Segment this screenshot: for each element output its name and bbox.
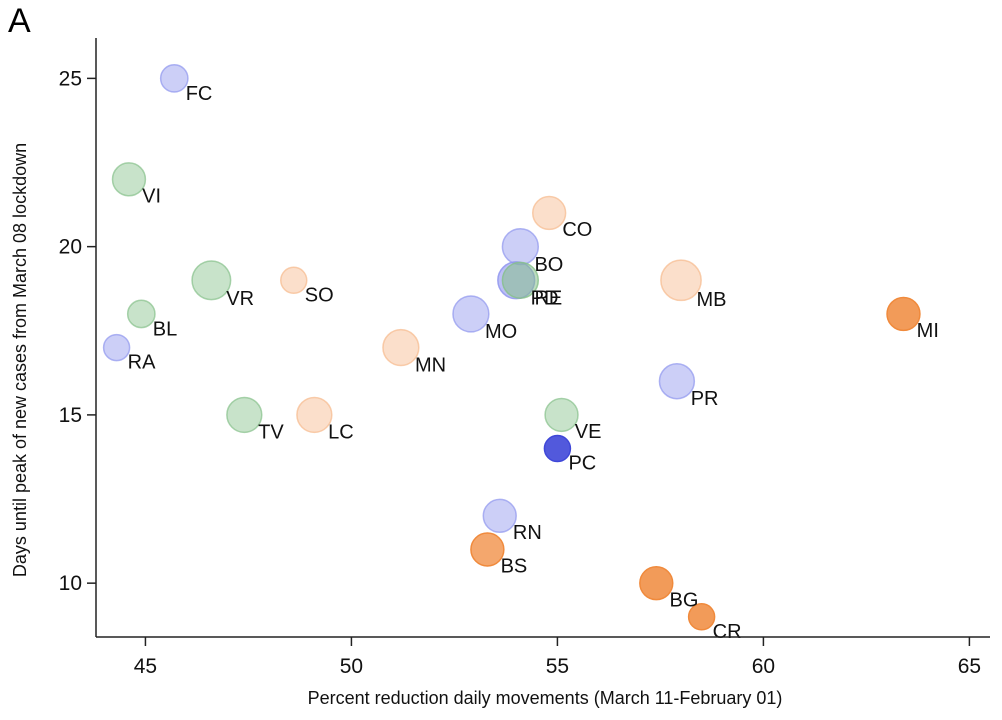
bubble-ve: [544, 397, 579, 433]
x-tick-label: 65: [958, 655, 981, 678]
bubble-label-tv: TV: [258, 422, 284, 444]
bubble-ra: [102, 333, 131, 362]
bubble-label-lc: LC: [328, 422, 354, 444]
x-axis-label: Percent reduction daily movements (March…: [308, 688, 783, 708]
bubble-rn: [482, 498, 517, 534]
y-tick-label: 15: [59, 404, 82, 427]
bubble-label-so: SO: [305, 284, 334, 306]
y-tick-label: 25: [59, 67, 82, 90]
bubble-label-co: CO: [562, 219, 592, 241]
x-tick-label: 50: [340, 655, 363, 678]
bubble-bs: [470, 532, 505, 567]
bubble-label-mb: MB: [697, 289, 727, 311]
bubble-label-bs: BS: [501, 556, 528, 578]
bubble-label-mo: MO: [485, 321, 517, 343]
bubble-label-pr: PR: [691, 388, 719, 410]
bubble-label-cr: CR: [713, 621, 742, 643]
bubble-mn: [382, 328, 420, 367]
bubble-label-mi: MI: [917, 320, 939, 342]
bubble-label-fc: FC: [186, 83, 213, 105]
x-tick-label: 45: [134, 655, 157, 678]
bubble-label-mn: MN: [415, 355, 446, 377]
y-tick-label: 20: [59, 236, 82, 259]
bubble-bl: [126, 299, 156, 329]
bubble-label-vi: VI: [142, 186, 161, 208]
bubble-tv: [226, 396, 263, 434]
bubble-label-ra: RA: [128, 352, 156, 374]
bubble-label-bl: BL: [153, 318, 177, 340]
bubble-mi: [886, 296, 921, 332]
bubble-label-ve: VE: [575, 421, 602, 443]
bubble-mo: [452, 295, 490, 333]
bubble-label-re: RE: [534, 287, 562, 309]
bubble-label-bg: BG: [669, 589, 698, 611]
axes-layer: 45 50 55 60 65 10 15 20 25: [59, 38, 990, 678]
bubble-re: [501, 261, 540, 299]
bubble-so: [280, 266, 308, 295]
bubble-pc: [543, 434, 572, 463]
y-axis-label: Days until peak of new cases from March …: [10, 143, 30, 577]
bubble-bo: [501, 227, 540, 266]
points-layer: [102, 63, 921, 631]
bubble-fc: [159, 63, 189, 93]
bubble-vr: [191, 260, 232, 301]
bubble-co: [531, 195, 567, 231]
bubble-cr: [687, 603, 716, 631]
bubble-vi: [111, 162, 147, 197]
bubble-pr: [658, 363, 696, 400]
bubble-label-vr: VR: [226, 288, 254, 310]
x-tick-label: 60: [752, 655, 775, 678]
bubble-mb: [660, 259, 702, 302]
panel-label: A: [8, 2, 31, 40]
bubble-bg: [639, 565, 674, 601]
x-tick-label: 55: [546, 655, 569, 678]
bubble-label-bo: BO: [534, 254, 563, 276]
bubble-label-rn: RN: [513, 522, 542, 544]
bubble-lc: [296, 396, 333, 434]
y-tick-label: 10: [59, 572, 82, 595]
bubble-label-pd: PD: [531, 288, 559, 310]
bubble-label-pc: PC: [568, 453, 596, 475]
